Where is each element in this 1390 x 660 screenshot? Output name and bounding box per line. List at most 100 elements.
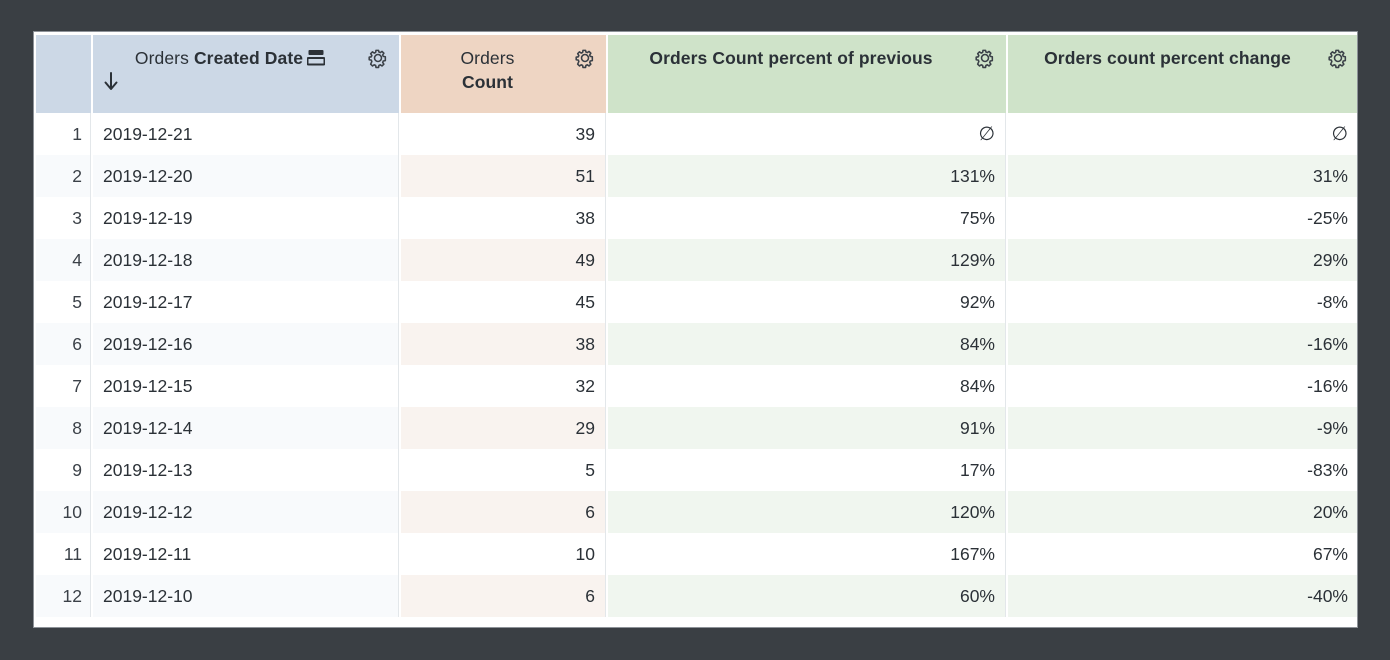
cell-percent-change[interactable]: ∅ [1007,113,1357,155]
cell-row-number-text: 7 [72,375,82,396]
cell-date-text: 2019-12-10 [103,585,193,606]
cell-percent-of-previous[interactable]: 84% [607,365,1008,407]
cell-percent-change[interactable]: -16% [1007,365,1357,407]
cell-orders-count[interactable]: 45 [400,281,608,323]
cell-row-number-text: 3 [72,207,82,228]
cell-orders-count-text: 32 [575,375,595,396]
cell-percent-of-previous-text: 92% [959,291,995,312]
cell-row-number[interactable]: 2 [36,155,93,197]
cell-orders-count-text: 38 [575,207,595,228]
cell-row-number[interactable]: 9 [36,449,93,491]
gear-icon[interactable] [574,47,596,69]
cell-percent-of-previous-text: 84% [959,333,995,354]
cell-orders-count[interactable]: 38 [400,323,608,365]
cell-date-text: 2019-12-16 [103,333,193,354]
cell-percent-of-previous[interactable]: 120% [607,491,1008,533]
table-row: 4 2019-12-18 49 129% 29% [36,239,1357,281]
cell-orders-count-text: 6 [585,501,595,522]
cell-percent-change[interactable]: -9% [1007,407,1357,449]
cell-orders-count[interactable]: 29 [400,407,608,449]
cell-orders-count[interactable]: 6 [400,491,608,533]
cell-date[interactable]: 2019-12-10 [92,575,401,617]
column-header-orders-created-date-inner: Orders Created Date [93,35,399,113]
table-row: 10 2019-12-12 6 120% 20% [36,491,1357,533]
cell-date[interactable]: 2019-12-16 [92,323,401,365]
gear-icon[interactable] [974,47,996,69]
cell-percent-change[interactable]: -83% [1007,449,1357,491]
column-header-orders-count[interactable]: Orders Count [400,35,608,113]
cell-row-number-text: 6 [72,333,82,354]
cell-row-number-text: 1 [72,123,82,144]
cell-orders-count[interactable]: 39 [400,113,608,155]
cell-row-number[interactable]: 11 [36,533,93,575]
cell-date[interactable]: 2019-12-21 [92,113,401,155]
cell-orders-count[interactable]: 10 [400,533,608,575]
cell-percent-of-previous[interactable]: 129% [607,239,1008,281]
cell-row-number[interactable]: 1 [36,113,93,155]
cell-percent-change[interactable]: 31% [1007,155,1357,197]
cell-percent-of-previous[interactable]: 84% [607,323,1008,365]
cell-row-number[interactable]: 10 [36,491,93,533]
cell-date-text: 2019-12-11 [103,543,192,564]
cell-percent-of-previous[interactable]: ∅ [607,113,1008,155]
cell-date[interactable]: 2019-12-20 [92,155,401,197]
cell-orders-count-text: 5 [585,459,595,480]
gear-icon[interactable] [367,47,389,69]
cell-percent-of-previous-text: 167% [950,543,995,564]
cell-date[interactable]: 2019-12-11 [92,533,401,575]
cell-percent-of-previous[interactable]: 91% [607,407,1008,449]
cell-percent-change[interactable]: -40% [1007,575,1357,617]
cell-percent-of-previous[interactable]: 17% [607,449,1008,491]
cell-row-number-text: 11 [63,543,82,564]
cell-orders-count[interactable]: 32 [400,365,608,407]
cell-percent-of-previous[interactable]: 75% [607,197,1008,239]
cell-row-number[interactable]: 7 [36,365,93,407]
cell-date[interactable]: 2019-12-12 [92,491,401,533]
cell-date-text: 2019-12-20 [103,165,193,186]
cell-date[interactable]: 2019-12-17 [92,281,401,323]
cell-percent-of-previous-text: ∅ [978,123,995,145]
cell-percent-of-previous[interactable]: 60% [607,575,1008,617]
cell-percent-of-previous-text: 129% [950,249,995,270]
column-header-orders-count-percent-of-previous[interactable]: Orders Count percent of previous [607,35,1008,113]
cell-percent-change[interactable]: -8% [1007,281,1357,323]
cell-percent-change[interactable]: 20% [1007,491,1357,533]
cell-orders-count[interactable]: 51 [400,155,608,197]
cell-date[interactable]: 2019-12-15 [92,365,401,407]
sort-descending-arrow-icon[interactable] [103,71,119,92]
cell-orders-count-text: 45 [575,291,595,312]
cell-row-number-text: 8 [72,417,82,438]
cell-row-number[interactable]: 6 [36,323,93,365]
gear-icon[interactable] [1327,47,1349,69]
cell-date[interactable]: 2019-12-14 [92,407,401,449]
column-header-label-percent-change: Orders count percent change [1044,48,1291,68]
cell-orders-count[interactable]: 49 [400,239,608,281]
column-header-orders-created-date[interactable]: Orders Created Date [92,35,401,113]
cell-percent-change-text: 31% [1312,165,1348,186]
cell-orders-count[interactable]: 6 [400,575,608,617]
column-header-row-number[interactable] [36,35,93,113]
cell-row-number[interactable]: 4 [36,239,93,281]
cell-percent-change-text: ∅ [1331,123,1348,145]
cell-orders-count[interactable]: 38 [400,197,608,239]
column-header-label-percent-of-previous: Orders Count percent of previous [649,48,933,68]
group-rows-icon[interactable] [307,49,326,66]
column-header-orders-count-percent-change[interactable]: Orders count percent change [1007,35,1357,113]
cell-percent-of-previous[interactable]: 167% [607,533,1008,575]
cell-percent-change[interactable]: 67% [1007,533,1357,575]
cell-date[interactable]: 2019-12-18 [92,239,401,281]
cell-percent-change[interactable]: -25% [1007,197,1357,239]
cell-row-number[interactable]: 8 [36,407,93,449]
cell-percent-of-previous[interactable]: 92% [607,281,1008,323]
cell-row-number[interactable]: 5 [36,281,93,323]
cell-row-number[interactable]: 12 [36,575,93,617]
cell-orders-count-text: 10 [575,543,595,564]
cell-orders-count[interactable]: 5 [400,449,608,491]
cell-date[interactable]: 2019-12-13 [92,449,401,491]
cell-row-number[interactable]: 3 [36,197,93,239]
cell-percent-change[interactable]: -16% [1007,323,1357,365]
cell-percent-change[interactable]: 29% [1007,239,1357,281]
cell-percent-of-previous[interactable]: 131% [607,155,1008,197]
cell-date[interactable]: 2019-12-19 [92,197,401,239]
